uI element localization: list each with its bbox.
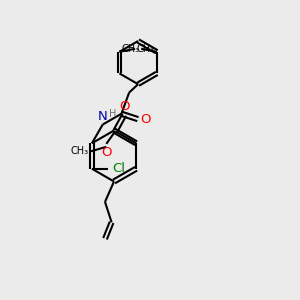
Text: Cl: Cl [112,162,125,175]
Text: O: O [140,113,151,126]
Text: O: O [101,146,112,159]
Text: CH₃: CH₃ [136,44,154,54]
Text: O: O [119,100,130,112]
Text: CH₃: CH₃ [71,146,89,156]
Text: CH₃: CH₃ [122,44,140,54]
Text: H: H [109,110,117,119]
Text: N: N [98,110,108,123]
